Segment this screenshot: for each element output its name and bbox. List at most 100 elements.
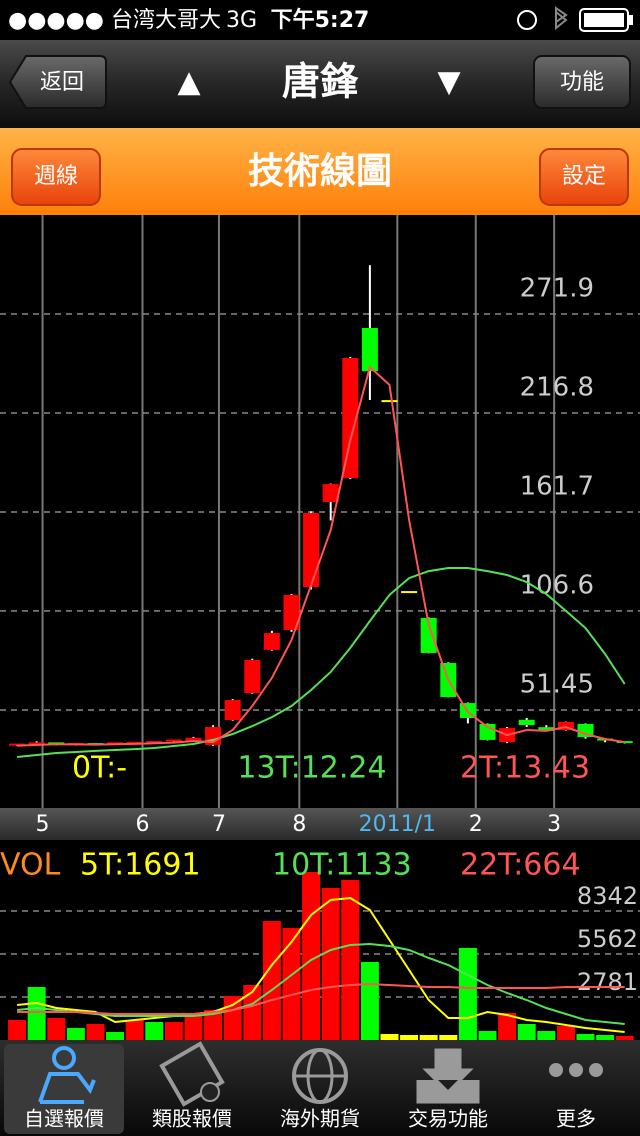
volume-bar bbox=[27, 986, 46, 1040]
volume-bar bbox=[321, 887, 340, 1040]
header-bar bbox=[0, 128, 640, 215]
back-button[interactable] bbox=[8, 55, 107, 109]
volume-bar bbox=[302, 872, 321, 1040]
volume-bar bbox=[204, 1010, 223, 1040]
lock-icon bbox=[517, 10, 537, 30]
volume-bar bbox=[478, 1031, 497, 1040]
tabs: 自選報價 類股報價 海外期貨 交易功能 更多 bbox=[4, 1041, 603, 1134]
y-tick-label: 8342 bbox=[577, 882, 638, 910]
candle-body bbox=[244, 659, 261, 694]
volume-bar bbox=[419, 1035, 438, 1040]
y-tick-label: 161.7 bbox=[520, 471, 594, 501]
volume-bar bbox=[164, 1022, 183, 1040]
carrier: ●●●●● 台湾大哥大 bbox=[8, 8, 221, 33]
header-title: 技術線圖 bbox=[248, 151, 392, 192]
candle-body bbox=[322, 484, 339, 503]
menu-button[interactable] bbox=[533, 55, 631, 109]
volume-bar bbox=[615, 1035, 634, 1040]
ma-line bbox=[16, 567, 626, 758]
network: 3G bbox=[226, 8, 257, 33]
volume-bar bbox=[47, 1017, 66, 1040]
volume-bar bbox=[223, 995, 242, 1040]
x-tick-label: 7 bbox=[212, 812, 226, 837]
tab-label[interactable]: 海外期貨 bbox=[280, 1107, 360, 1131]
candle-body bbox=[283, 594, 300, 630]
stock-name: 唐鋒 bbox=[282, 60, 359, 104]
candle-body bbox=[28, 742, 45, 745]
legend-entry: 0T:- bbox=[72, 751, 127, 786]
battery bbox=[579, 8, 629, 32]
bluetooth-icon bbox=[555, 6, 568, 31]
tab-icon bbox=[589, 1063, 603, 1077]
settings-label: 設定 bbox=[562, 164, 606, 189]
tab-icon bbox=[38, 1072, 96, 1104]
period-label: 週線 bbox=[34, 164, 78, 189]
battery-level bbox=[584, 13, 624, 27]
volume-bar bbox=[184, 1016, 203, 1040]
x-tick-label: 8 bbox=[292, 812, 306, 837]
candle-body bbox=[342, 357, 359, 478]
volume-bar bbox=[576, 1034, 595, 1040]
y-tick-label: 2781 bbox=[577, 968, 638, 996]
candle-body bbox=[185, 737, 202, 741]
status-bar bbox=[0, 0, 640, 40]
tab-icon bbox=[52, 1046, 76, 1070]
y-tick-label: 5562 bbox=[577, 925, 638, 953]
battery-tip bbox=[629, 15, 633, 25]
next-button[interactable]: ▼ bbox=[437, 65, 460, 100]
x-tick-label: 6 bbox=[136, 812, 150, 837]
settings-button[interactable] bbox=[539, 148, 629, 206]
volume-bar bbox=[596, 1035, 615, 1040]
chart-label: VOL bbox=[0, 848, 61, 883]
tab-selected-bg bbox=[4, 1044, 124, 1134]
candle-body bbox=[165, 739, 182, 742]
volume-bar bbox=[125, 1020, 144, 1040]
ma-line bbox=[16, 896, 625, 1033]
volume-bar bbox=[145, 1022, 164, 1040]
candle-body bbox=[224, 700, 241, 720]
volume-bar bbox=[400, 1035, 419, 1040]
period-button[interactable] bbox=[11, 148, 101, 206]
volume-bar bbox=[86, 1023, 105, 1040]
volume-bar bbox=[556, 1026, 575, 1040]
volume-bar bbox=[458, 948, 477, 1040]
tab-label[interactable]: 交易功能 bbox=[408, 1107, 488, 1131]
y-tick-label: 51.45 bbox=[520, 670, 594, 700]
volume-bar bbox=[517, 1023, 536, 1040]
volume-bar bbox=[439, 1035, 458, 1040]
ma-line bbox=[17, 365, 625, 747]
x-axis-strip bbox=[0, 808, 640, 840]
tab-label[interactable]: 自選報價 bbox=[24, 1107, 104, 1131]
candle-body bbox=[420, 617, 437, 653]
candle-body bbox=[616, 741, 633, 744]
candle-body bbox=[401, 591, 418, 594]
candle-body bbox=[361, 327, 378, 372]
volume-bar bbox=[243, 985, 262, 1040]
candle-body bbox=[146, 741, 163, 744]
candle-body bbox=[303, 513, 320, 588]
volume-bar bbox=[498, 1013, 517, 1040]
y-tick-label: 216.8 bbox=[520, 372, 594, 402]
volume-bar bbox=[380, 1034, 399, 1040]
candle-body bbox=[126, 741, 143, 744]
tab-icon bbox=[200, 1082, 220, 1102]
volume-bar bbox=[262, 921, 281, 1040]
candle-body bbox=[518, 719, 535, 726]
back-label: 返回 bbox=[40, 70, 84, 95]
candle-body bbox=[577, 723, 594, 738]
tab-label[interactable]: 更多 bbox=[556, 1107, 596, 1131]
prev-button[interactable]: ▲ bbox=[177, 65, 200, 100]
candle-body bbox=[538, 727, 555, 731]
tab-icon bbox=[416, 1048, 480, 1104]
volume-bar bbox=[360, 961, 379, 1040]
legend-entry: 22T:664 bbox=[460, 848, 581, 883]
tab-label[interactable]: 類股報價 bbox=[152, 1107, 232, 1131]
volume-bar bbox=[341, 879, 360, 1040]
legend-entry: 2T:13.43 bbox=[460, 751, 590, 786]
tab-icon bbox=[569, 1063, 583, 1077]
candle-body bbox=[381, 400, 398, 403]
x-tick-label: 5 bbox=[36, 812, 50, 837]
ma-line bbox=[16, 942, 625, 1025]
volume-bar bbox=[282, 927, 301, 1040]
